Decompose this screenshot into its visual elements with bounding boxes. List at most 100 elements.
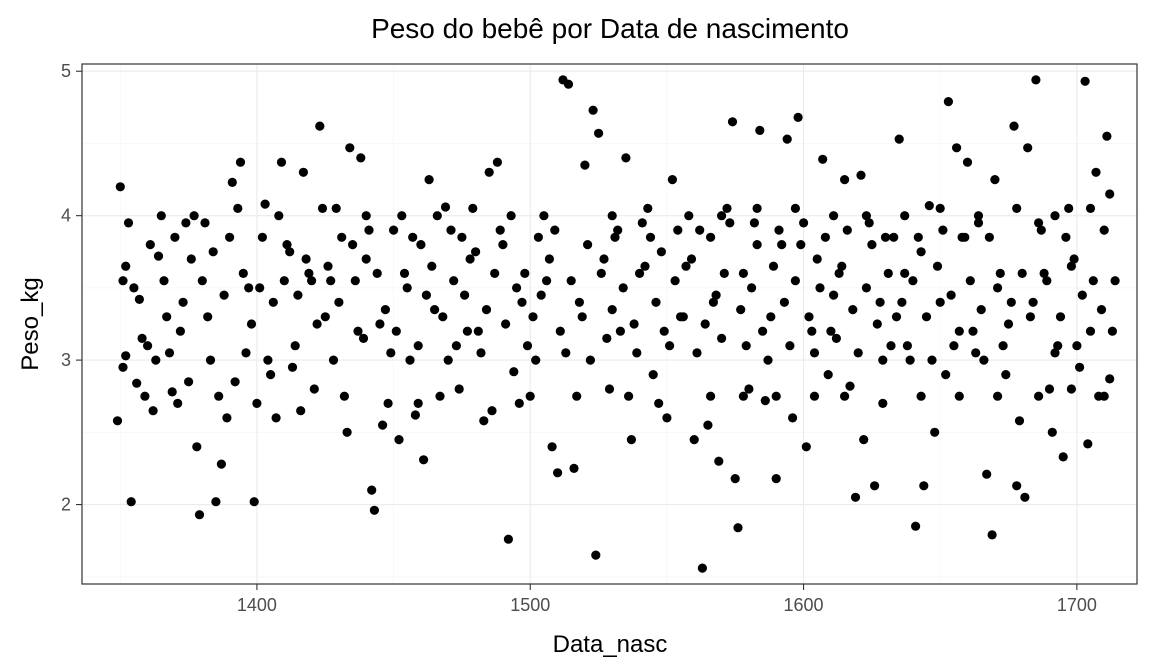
data-point: [643, 203, 653, 213]
data-point: [268, 297, 278, 307]
data-point: [118, 276, 128, 286]
data-point: [394, 435, 404, 445]
data-point: [1096, 305, 1107, 315]
data-point: [1099, 391, 1109, 401]
data-point: [714, 456, 724, 466]
data-point: [424, 175, 434, 185]
data-point: [717, 211, 727, 221]
data-point: [140, 391, 150, 401]
data-point: [503, 534, 513, 544]
data-point: [946, 290, 956, 300]
data-point: [938, 225, 948, 235]
data-point: [372, 268, 382, 278]
data-point: [358, 333, 369, 343]
data-point: [462, 326, 472, 336]
data-point: [771, 391, 781, 401]
data-point: [1061, 232, 1071, 242]
data-point: [1050, 211, 1060, 221]
data-point: [1036, 225, 1046, 235]
data-point: [935, 297, 945, 307]
data-point: [804, 312, 814, 322]
data-point: [738, 268, 749, 278]
data-point: [889, 232, 899, 242]
data-point: [594, 128, 604, 138]
data-point: [438, 312, 448, 322]
data-point: [266, 370, 276, 380]
data-point: [315, 121, 325, 131]
data-point: [993, 391, 1003, 401]
data-point: [137, 333, 147, 343]
data-point: [1025, 312, 1035, 322]
data-point: [1023, 143, 1033, 153]
data-point: [689, 435, 699, 445]
data-point: [760, 396, 770, 406]
data-point: [1083, 439, 1093, 449]
data-point: [872, 319, 882, 329]
data-point: [809, 348, 820, 358]
data-point: [536, 290, 546, 300]
data-point: [629, 319, 639, 329]
data-point: [758, 326, 768, 336]
data-point: [897, 297, 907, 307]
data-point: [356, 153, 366, 163]
data-point: [227, 177, 237, 187]
data-point: [435, 391, 445, 401]
data-point: [585, 355, 596, 365]
data-point: [744, 384, 754, 394]
data-point: [192, 442, 202, 452]
y-tick-label: 5: [61, 61, 71, 81]
data-point: [465, 254, 475, 264]
data-point: [514, 398, 524, 408]
data-point: [454, 384, 464, 394]
data-point: [752, 240, 762, 250]
data-point: [569, 463, 579, 473]
data-point: [875, 297, 885, 307]
data-point: [583, 240, 593, 250]
data-point: [547, 442, 557, 452]
data-point: [492, 157, 502, 167]
x-tick-label: 1500: [510, 595, 550, 615]
data-point: [427, 261, 437, 271]
data-point: [331, 203, 341, 213]
data-point: [973, 218, 984, 228]
data-point: [252, 398, 262, 408]
data-point: [596, 268, 606, 278]
data-point: [121, 261, 131, 271]
data-point: [249, 497, 259, 507]
data-point: [432, 211, 442, 221]
data-point: [703, 420, 713, 430]
data-point: [1105, 374, 1115, 384]
data-point: [233, 203, 243, 213]
data-point: [840, 391, 850, 401]
data-point: [665, 341, 675, 351]
data-point: [162, 312, 172, 322]
data-point: [145, 240, 155, 250]
data-point: [681, 261, 691, 271]
data-point: [891, 312, 902, 322]
data-point: [1085, 326, 1096, 336]
data-point: [446, 225, 456, 235]
data-point: [186, 254, 196, 264]
data-point: [930, 427, 940, 437]
data-point: [856, 170, 866, 180]
data-point: [741, 341, 751, 351]
data-point: [410, 410, 420, 420]
data-point: [878, 398, 888, 408]
data-point: [1012, 481, 1022, 491]
data-point: [952, 143, 962, 153]
data-point: [971, 348, 981, 358]
data-point: [902, 341, 913, 351]
data-point: [173, 398, 183, 408]
data-point: [774, 225, 784, 235]
data-point: [361, 254, 371, 264]
data-point: [345, 143, 355, 153]
data-point: [334, 297, 344, 307]
data-point: [323, 261, 333, 271]
data-point: [886, 341, 896, 351]
data-point: [941, 370, 951, 380]
chart-title: Peso do bebê por Data de nascimento: [371, 13, 849, 44]
data-point: [132, 378, 142, 388]
data-point: [736, 305, 746, 315]
data-point: [367, 485, 377, 495]
data-point: [900, 211, 910, 221]
